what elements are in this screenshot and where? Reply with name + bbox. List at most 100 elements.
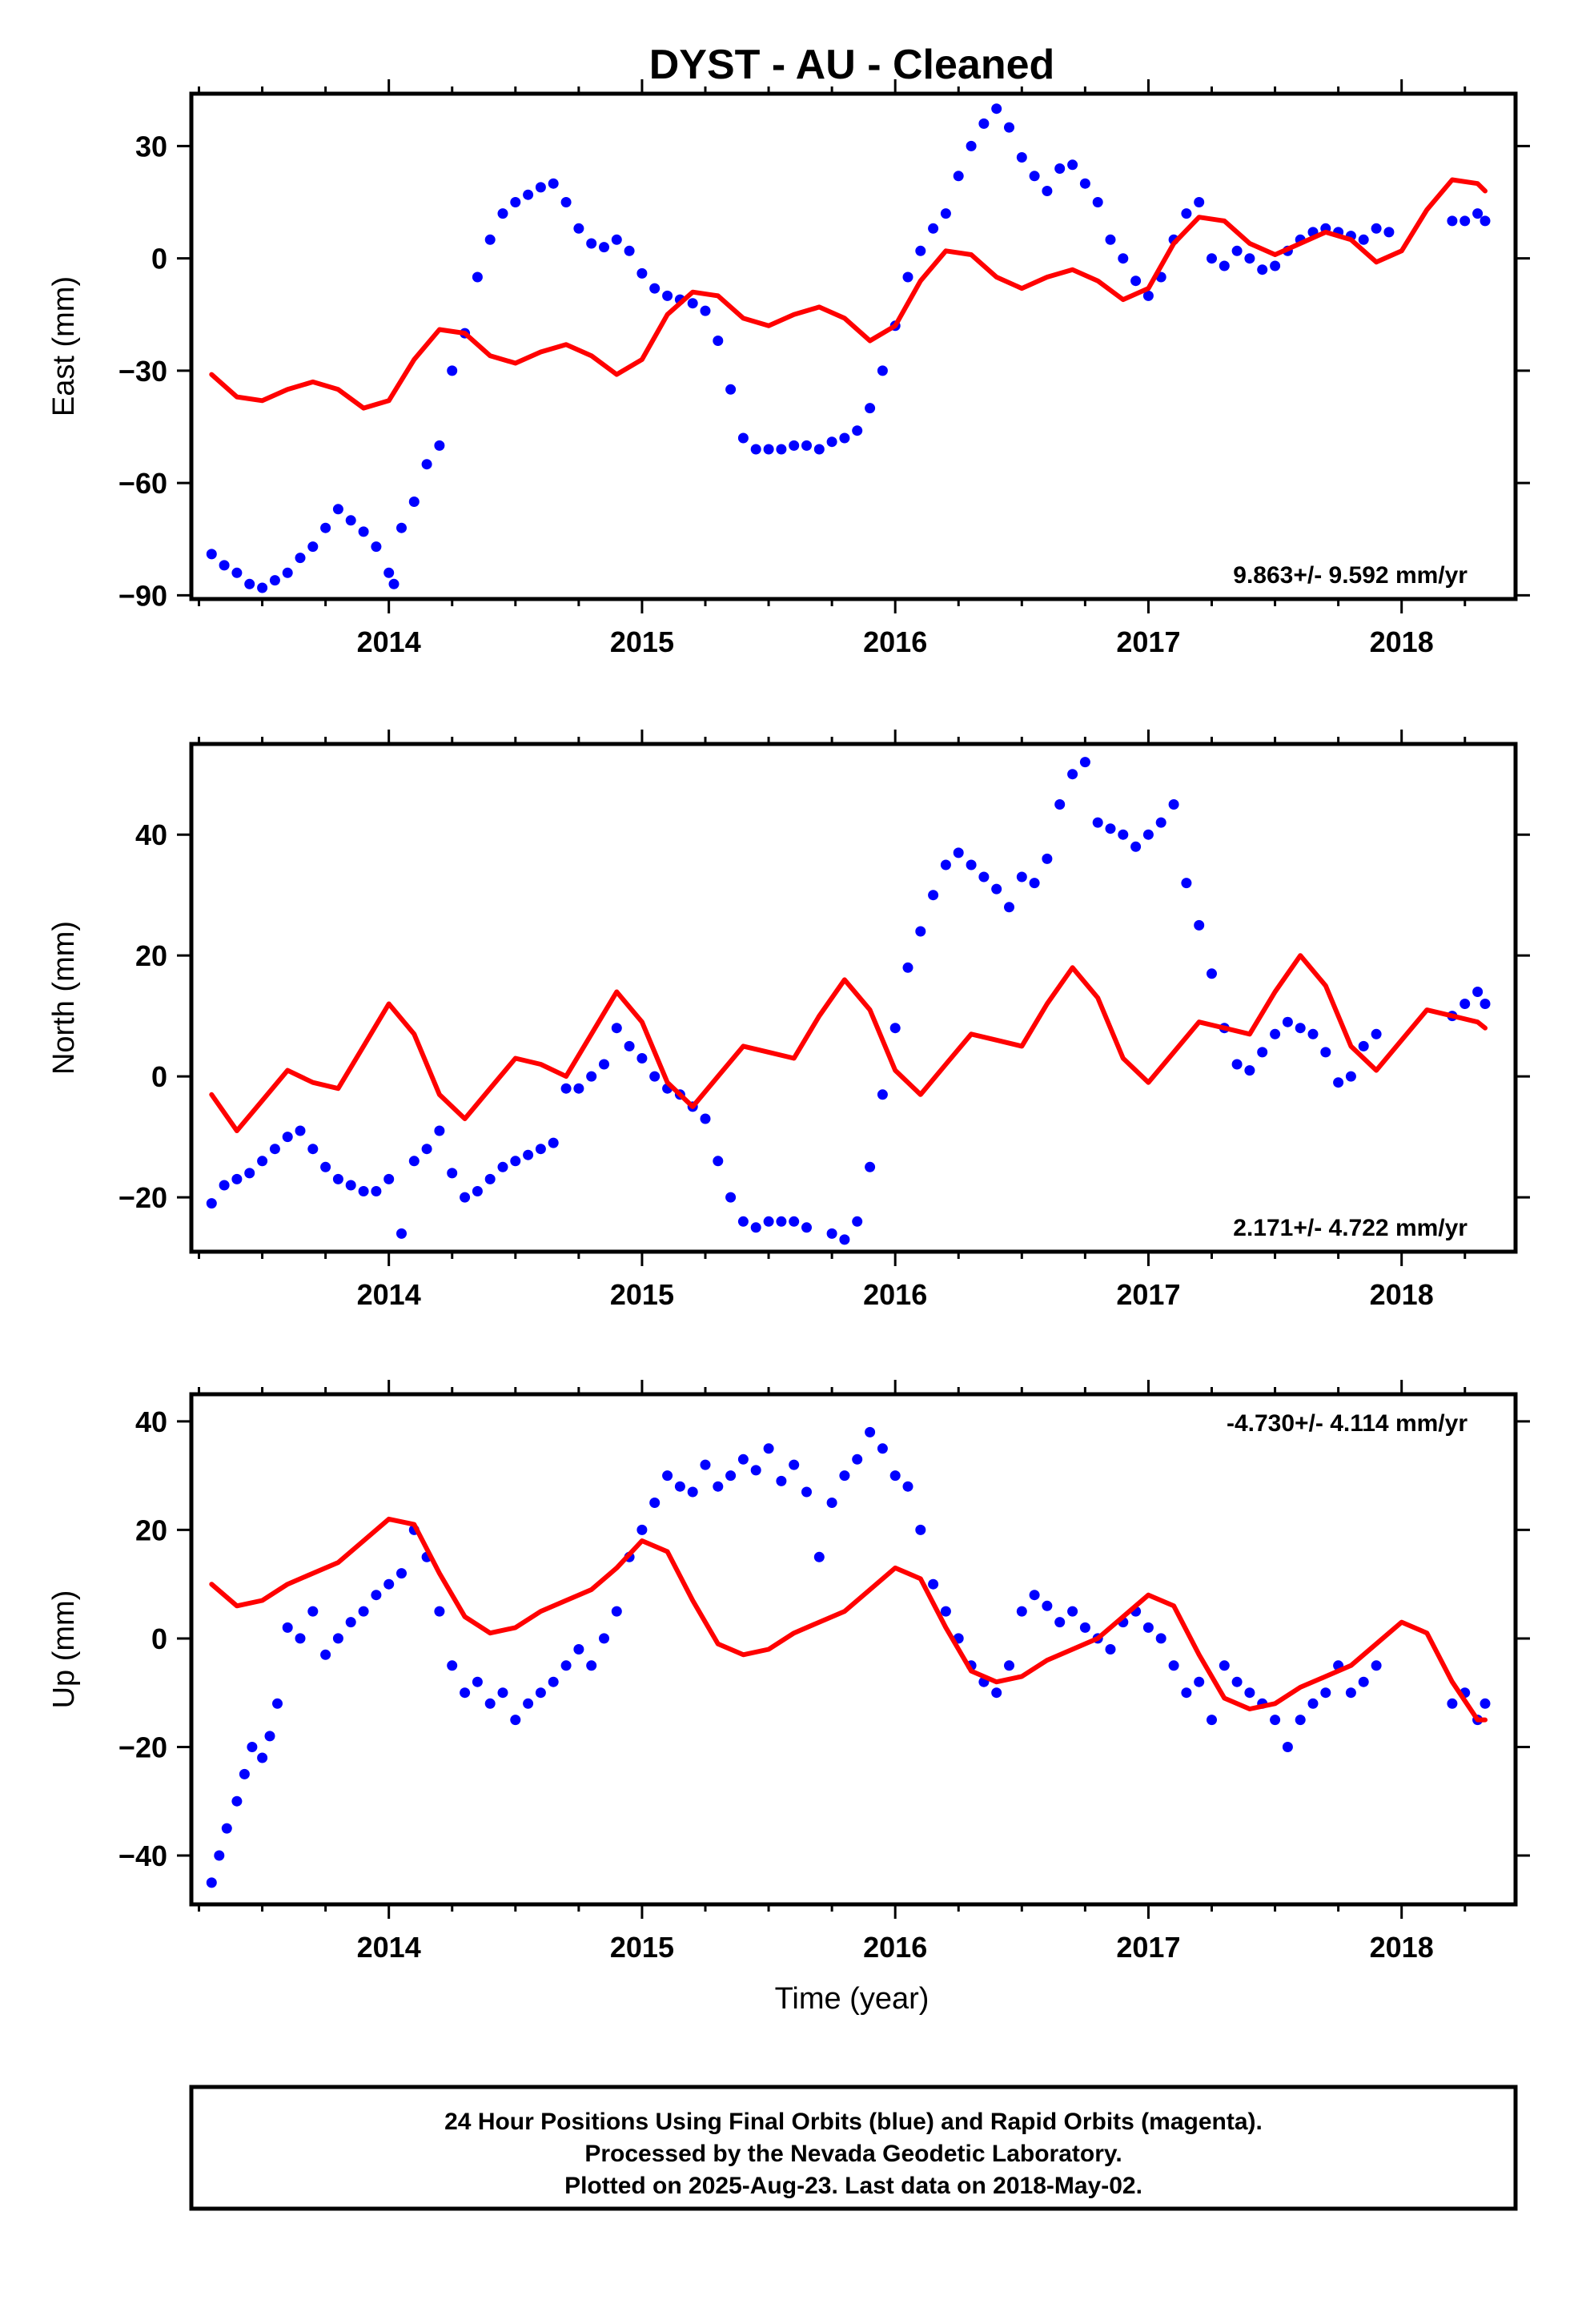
up-data-point bbox=[239, 1768, 250, 1779]
up-y-tick-label: −40 bbox=[118, 1839, 167, 1872]
north-data-point bbox=[345, 1180, 356, 1191]
north-data-point bbox=[460, 1192, 471, 1203]
north-data-point bbox=[1168, 799, 1179, 810]
east-data-point bbox=[535, 182, 546, 193]
up-data-point bbox=[902, 1481, 913, 1492]
east-data-point bbox=[953, 171, 964, 182]
east-panel: 2014 2015 2016 2017 2018 −90 −60 −30 0 30 East (mm… bbox=[47, 79, 1530, 658]
north-data-point bbox=[535, 1144, 546, 1155]
up-rate-label: -4.730+/- 4.114 mm/yr bbox=[1227, 1410, 1468, 1437]
up-data-point bbox=[636, 1524, 648, 1535]
east-data-point bbox=[345, 515, 356, 526]
up-frame bbox=[189, 1392, 1518, 1907]
up-data-point bbox=[649, 1498, 661, 1508]
footer-line-2: Processed by the Nevada Geodetic Laborat… bbox=[584, 2141, 1122, 2167]
up-data-point bbox=[1345, 1687, 1356, 1699]
up-data-point bbox=[272, 1698, 283, 1709]
east-data-point bbox=[1042, 186, 1053, 196]
up-data-point bbox=[826, 1498, 837, 1508]
up-model-curve bbox=[209, 1516, 1488, 1723]
up-data-point bbox=[358, 1606, 369, 1617]
east-data-point bbox=[826, 436, 837, 448]
north-plot-area bbox=[206, 757, 1491, 1245]
up-data-point bbox=[214, 1850, 225, 1861]
east-data-point bbox=[497, 208, 508, 219]
north-panel: 2014 2015 2016 2017 2018 −20 0 20 40 North (mm) 2.… bbox=[47, 730, 1530, 1311]
north-data-point bbox=[484, 1173, 496, 1184]
figure-title: DYST - AU - Cleaned bbox=[649, 42, 1055, 88]
east-data-point bbox=[358, 526, 369, 537]
up-data-point bbox=[1042, 1600, 1053, 1611]
north-data-point bbox=[1142, 829, 1154, 840]
east-data-point bbox=[269, 575, 280, 586]
north-data-point bbox=[599, 1059, 609, 1070]
east-data-point bbox=[1067, 159, 1078, 171]
north-data-point bbox=[1067, 769, 1078, 780]
north-data-point bbox=[966, 859, 977, 870]
east-data-point bbox=[320, 522, 331, 533]
north-data-point bbox=[1320, 1047, 1331, 1058]
up-data-point bbox=[599, 1633, 609, 1644]
north-data-point bbox=[1079, 757, 1090, 768]
east-data-point bbox=[1092, 197, 1103, 207]
up-data-point bbox=[1168, 1660, 1179, 1671]
east-data-point bbox=[966, 140, 977, 151]
east-data-point bbox=[257, 582, 268, 593]
east-data-point bbox=[1358, 234, 1369, 245]
north-data-point bbox=[978, 871, 990, 883]
north-data-point bbox=[307, 1144, 319, 1155]
north-data-point bbox=[1105, 823, 1116, 834]
north-data-point bbox=[447, 1168, 458, 1179]
east-data-point bbox=[295, 553, 306, 564]
east-data-point bbox=[206, 549, 217, 560]
east-data-point bbox=[1244, 253, 1255, 264]
north-data-point bbox=[624, 1040, 635, 1051]
north-y-tick-label: 40 bbox=[135, 818, 167, 851]
north-data-point bbox=[421, 1144, 432, 1155]
footer-line-1: 24 Hour Positions Using Final Orbits (bl… bbox=[444, 2109, 1263, 2135]
east-data-point bbox=[700, 305, 711, 316]
east-data-point bbox=[282, 567, 293, 578]
north-data-point bbox=[1244, 1065, 1255, 1076]
up-plot-area bbox=[206, 1426, 1491, 1888]
north-model-curve bbox=[209, 953, 1488, 1133]
north-data-point bbox=[826, 1228, 837, 1239]
east-data-point bbox=[472, 271, 483, 283]
north-data-point bbox=[358, 1186, 369, 1196]
up-data-point bbox=[1244, 1687, 1255, 1699]
north-data-point bbox=[1345, 1071, 1356, 1082]
up-data-point bbox=[1105, 1644, 1116, 1655]
up-data-point bbox=[247, 1742, 258, 1752]
north-data-point bbox=[244, 1168, 255, 1179]
up-data-point bbox=[383, 1578, 395, 1590]
north-data-point bbox=[1181, 878, 1192, 889]
east-data-point bbox=[776, 444, 787, 455]
east-y-axis-label: East (mm) bbox=[47, 276, 81, 416]
east-data-point bbox=[801, 440, 812, 451]
north-data-point bbox=[1295, 1023, 1306, 1034]
up-data-point bbox=[611, 1606, 622, 1617]
north-data-point bbox=[953, 847, 964, 858]
up-data-point bbox=[1480, 1698, 1491, 1709]
north-data-point bbox=[573, 1083, 584, 1094]
up-data-point bbox=[1270, 1715, 1281, 1726]
north-data-point bbox=[1130, 841, 1142, 852]
up-x-tick-label: 2016 bbox=[863, 1931, 927, 1964]
up-data-point bbox=[510, 1715, 521, 1726]
up-data-point bbox=[1307, 1698, 1319, 1709]
up-data-point bbox=[307, 1606, 319, 1617]
north-data-point bbox=[1092, 817, 1103, 828]
north-data-point bbox=[877, 1089, 888, 1100]
east-data-point bbox=[244, 578, 255, 589]
east-data-point bbox=[434, 440, 445, 451]
east-x-tick-label: 2015 bbox=[610, 625, 674, 658]
north-data-point bbox=[1155, 817, 1166, 828]
east-data-point bbox=[915, 245, 926, 256]
north-y-tick-label: 0 bbox=[151, 1060, 167, 1093]
up-data-point bbox=[1447, 1698, 1458, 1709]
east-data-point bbox=[1142, 290, 1154, 301]
up-data-point bbox=[320, 1649, 331, 1660]
up-data-point bbox=[523, 1698, 534, 1709]
up-data-point bbox=[839, 1470, 850, 1482]
